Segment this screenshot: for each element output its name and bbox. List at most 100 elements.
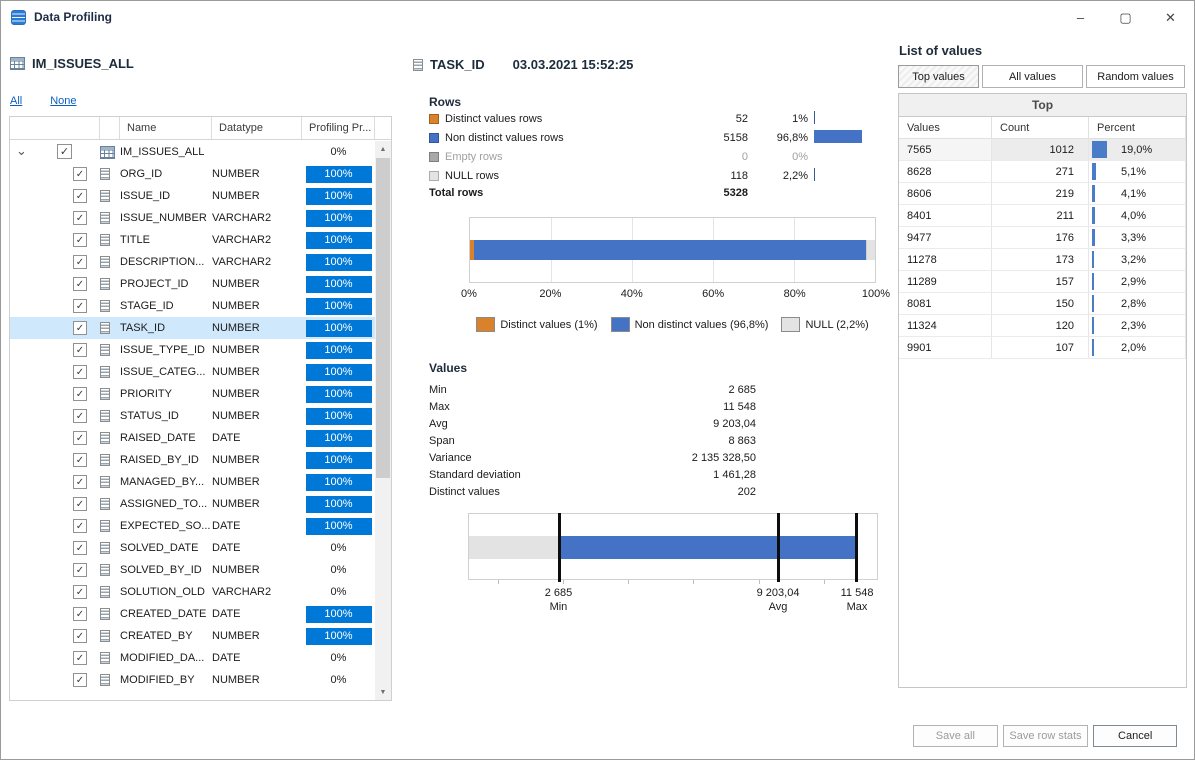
values-column-header[interactable]: Values: [899, 117, 992, 138]
table-row[interactable]: ✓ PRIORITY NUMBER 100%: [10, 383, 375, 405]
table-row[interactable]: 11324 120 2,3%: [899, 315, 1186, 337]
row-checkbox[interactable]: ✓: [73, 233, 87, 247]
table-row[interactable]: ✓ STATUS_ID NUMBER 100%: [10, 405, 375, 427]
tree-cell: ✓: [10, 647, 100, 669]
table-row[interactable]: ✓ STAGE_ID NUMBER 100%: [10, 295, 375, 317]
row-checkbox[interactable]: ✓: [73, 563, 87, 577]
value-stat-value: 1 461,28: [713, 468, 756, 481]
count-column-header[interactable]: Count: [992, 117, 1089, 138]
maximize-button[interactable]: ▢: [1119, 9, 1132, 25]
profiling-cell: 100%: [302, 231, 375, 249]
table-row[interactable]: ✓ SOLUTION_OLD VARCHAR2 0%: [10, 581, 375, 603]
row-checkbox[interactable]: ✓: [73, 255, 87, 269]
table-row[interactable]: 9477 176 3,3%: [899, 227, 1186, 249]
row-checkbox[interactable]: ✓: [73, 409, 87, 423]
table-row[interactable]: ✓ RAISED_DATE DATE 100%: [10, 427, 375, 449]
table-row[interactable]: ✓ MODIFIED_BY NUMBER 0%: [10, 669, 375, 691]
table-row[interactable]: 7565 1012 19,0%: [899, 139, 1186, 161]
row-checkbox[interactable]: ✓: [73, 585, 87, 599]
table-row[interactable]: ✓ RAISED_BY_ID NUMBER 100%: [10, 449, 375, 471]
tab-top-values[interactable]: Top values: [898, 65, 979, 88]
row-checkbox[interactable]: ✓: [73, 167, 87, 181]
table-row[interactable]: ✓ SOLVED_BY_ID NUMBER 0%: [10, 559, 375, 581]
marker-value: 2 685: [544, 587, 573, 599]
select-all-link[interactable]: All: [10, 95, 23, 107]
row-checkbox[interactable]: ✓: [73, 651, 87, 665]
row-checkbox[interactable]: ✓: [73, 673, 87, 687]
row-checkbox[interactable]: ✓: [73, 321, 87, 335]
row-checkbox[interactable]: ✓: [73, 519, 87, 533]
table-row[interactable]: ✓ SOLVED_DATE DATE 0%: [10, 537, 375, 559]
row-checkbox[interactable]: ✓: [73, 607, 87, 621]
cancel-button[interactable]: Cancel: [1093, 725, 1177, 747]
row-checkbox[interactable]: ✓: [73, 453, 87, 467]
icon-cell: [100, 300, 120, 312]
table-row[interactable]: 8401 211 4,0%: [899, 205, 1186, 227]
stat-count: 0: [741, 150, 748, 163]
icon-cell: [100, 322, 120, 334]
row-checkbox[interactable]: ✓: [57, 144, 72, 159]
icon-column-header[interactable]: [100, 117, 120, 139]
scroll-down-icon[interactable]: ▼: [379, 688, 387, 696]
table-row[interactable]: 8628 271 5,1%: [899, 161, 1186, 183]
table-row[interactable]: 9901 107 2,0%: [899, 337, 1186, 359]
row-checkbox[interactable]: ✓: [73, 343, 87, 357]
profiling-progress-bar: 100%: [305, 209, 372, 227]
list-of-values-title: List of values: [899, 43, 983, 58]
row-checkbox[interactable]: ✓: [73, 497, 87, 511]
table-row[interactable]: ✓ DESCRIPTION... VARCHAR2 100%: [10, 251, 375, 273]
save-row-stats-button[interactable]: Save row stats: [1002, 725, 1089, 747]
column-icon: [100, 388, 110, 400]
row-checkbox[interactable]: ✓: [73, 211, 87, 225]
row-checkbox[interactable]: ✓: [73, 277, 87, 291]
tree-column-header[interactable]: [10, 117, 100, 139]
row-checkbox[interactable]: ✓: [73, 475, 87, 489]
chevron-down-icon[interactable]: ⌄: [16, 143, 27, 158]
column-icon: [100, 564, 110, 576]
table-row[interactable]: ✓ CREATED_DATE DATE 100%: [10, 603, 375, 625]
table-row[interactable]: 8606 219 4,1%: [899, 183, 1186, 205]
profiling-timestamp: 03.03.2021 15:52:25: [512, 57, 634, 72]
row-checkbox[interactable]: ✓: [73, 387, 87, 401]
table-row[interactable]: ✓ TITLE VARCHAR2 100%: [10, 229, 375, 251]
table-row[interactable]: ✓ TASK_ID NUMBER 100%: [10, 317, 375, 339]
table-row[interactable]: ✓ ISSUE_CATEG... NUMBER 100%: [10, 361, 375, 383]
table-row[interactable]: 11278 173 3,2%: [899, 249, 1186, 271]
table-row[interactable]: ✓ ASSIGNED_TO... NUMBER 100%: [10, 493, 375, 515]
datatype-column-header[interactable]: Datatype: [212, 117, 302, 139]
row-checkbox[interactable]: ✓: [73, 541, 87, 555]
table-row[interactable]: ✓ MANAGED_BY... NUMBER 100%: [10, 471, 375, 493]
row-checkbox[interactable]: ✓: [73, 299, 87, 313]
tab-random-values[interactable]: Random values: [1086, 65, 1185, 88]
select-none-link[interactable]: None: [50, 95, 77, 107]
scrollbar-thumb[interactable]: [376, 158, 390, 478]
row-checkbox[interactable]: ✓: [73, 189, 87, 203]
row-checkbox[interactable]: ✓: [73, 365, 87, 379]
datatype-cell: DATE: [212, 652, 241, 664]
name-column-header[interactable]: Name: [120, 117, 212, 139]
top-values-rows: 7565 1012 19,0% 8628 271 5,1% 8606 219 4,1% 8401 2…: [899, 139, 1186, 359]
vertical-scrollbar[interactable]: ▲ ▼: [375, 141, 391, 700]
table-row[interactable]: 11289 157 2,9%: [899, 271, 1186, 293]
tree-cell: ✓: [10, 405, 100, 427]
save-all-button[interactable]: Save all: [913, 725, 998, 747]
table-row[interactable]: ✓ MODIFIED_DA... DATE 0%: [10, 647, 375, 669]
table-row[interactable]: ✓ ISSUE_NUMBER VARCHAR2 100%: [10, 207, 375, 229]
table-row[interactable]: ✓ ORG_ID NUMBER 100%: [10, 163, 375, 185]
table-row[interactable]: ✓ EXPECTED_SO... DATE 100%: [10, 515, 375, 537]
row-checkbox[interactable]: ✓: [73, 629, 87, 643]
profiling-column-header[interactable]: Profiling Pr...: [302, 117, 375, 139]
close-button[interactable]: ✕: [1165, 9, 1176, 25]
tab-all-values[interactable]: All values: [982, 65, 1083, 88]
scroll-up-icon[interactable]: ▲: [379, 145, 387, 153]
percent-column-header[interactable]: Percent: [1089, 117, 1186, 138]
table-row[interactable]: ⌄ ✓ IM_ISSUES_ALL 0%: [10, 141, 375, 163]
table-row[interactable]: ✓ ISSUE_TYPE_ID NUMBER 100%: [10, 339, 375, 361]
profiling-cell: 100%: [302, 451, 375, 469]
table-row[interactable]: 8081 150 2,8%: [899, 293, 1186, 315]
table-row[interactable]: ✓ ISSUE_ID NUMBER 100%: [10, 185, 375, 207]
row-checkbox[interactable]: ✓: [73, 431, 87, 445]
minimize-button[interactable]: –: [1076, 10, 1085, 25]
table-row[interactable]: ✓ PROJECT_ID NUMBER 100%: [10, 273, 375, 295]
table-row[interactable]: ✓ CREATED_BY NUMBER 100%: [10, 625, 375, 647]
